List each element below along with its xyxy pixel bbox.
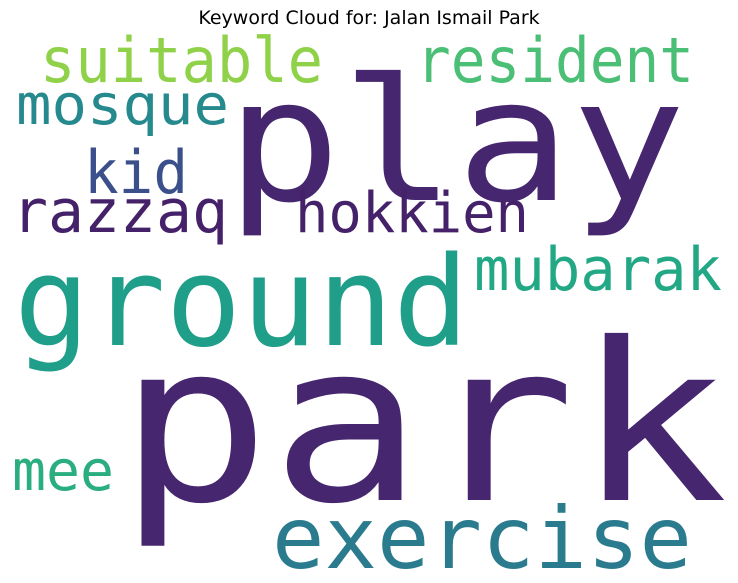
word-hokkien: hokkien <box>295 181 529 246</box>
word-exercise: exercise <box>272 489 692 583</box>
word-mee: mee <box>12 439 114 504</box>
word-play: play <box>226 43 686 241</box>
word-ground: ground <box>14 231 469 375</box>
word-resident: resident <box>416 24 694 97</box>
word-kid: kid <box>84 138 188 208</box>
word-razzaq: razzaq <box>12 177 228 247</box>
word-mosque: mosque <box>16 73 229 138</box>
word-suitable: suitable <box>40 24 323 97</box>
word-park: park <box>118 296 728 552</box>
word-mubarak: mubarak <box>474 235 722 305</box>
chart-title: Keyword Cloud for: Jalan Ismail Park <box>198 7 540 29</box>
